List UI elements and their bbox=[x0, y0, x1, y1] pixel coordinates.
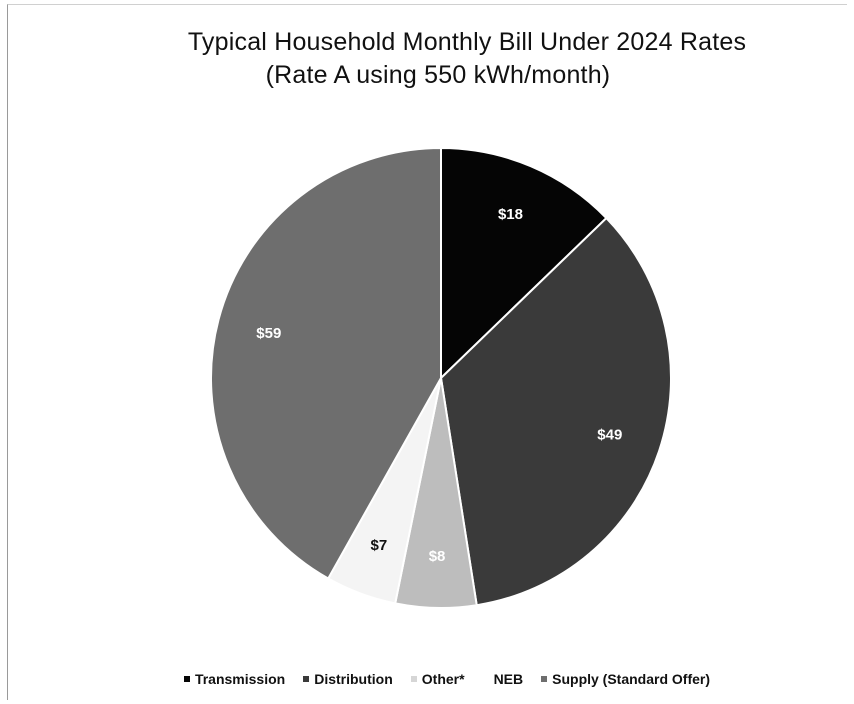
pie-slice-distribution bbox=[439, 216, 672, 607]
legend-swatch bbox=[183, 676, 190, 682]
pie-slice-transmission bbox=[440, 146, 608, 381]
chart-subtitle: (Rate A using 550 kWh/month) bbox=[265, 61, 611, 89]
legend-swatch bbox=[482, 676, 489, 682]
legend-item: Other* bbox=[410, 671, 465, 687]
legend-swatch bbox=[541, 676, 548, 682]
pie-slice-supply-standard-offer bbox=[210, 146, 442, 580]
data-label: $59 bbox=[256, 325, 281, 342]
legend-item: NEB bbox=[482, 671, 524, 687]
chart-frame bbox=[7, 4, 847, 700]
data-label: $49 bbox=[597, 427, 622, 444]
chart-title: Typical Household Monthly Bill Under 202… bbox=[187, 28, 747, 56]
data-label: $18 bbox=[498, 206, 523, 223]
data-label: $8 bbox=[429, 548, 446, 565]
chart-legend: Transmission Distribution Other* NEB Supply … bbox=[0, 671, 854, 687]
legend-item: Supply (Standard Offer) bbox=[541, 671, 710, 687]
legend-item: Distribution bbox=[303, 671, 393, 687]
legend-label: Distribution bbox=[314, 671, 393, 687]
legend-swatch bbox=[303, 676, 310, 682]
legend-label: Transmission bbox=[194, 671, 286, 687]
legend-label: NEB bbox=[493, 671, 524, 687]
legend-label: Other* bbox=[421, 671, 465, 687]
data-label: $7 bbox=[371, 537, 388, 554]
legend-item: Transmission bbox=[183, 671, 286, 687]
legend-swatch bbox=[410, 676, 417, 682]
chart-title-block: Typical Household Monthly Bill Under 202… bbox=[0, 26, 854, 92]
legend-label: Supply (Standard Offer) bbox=[552, 671, 711, 687]
